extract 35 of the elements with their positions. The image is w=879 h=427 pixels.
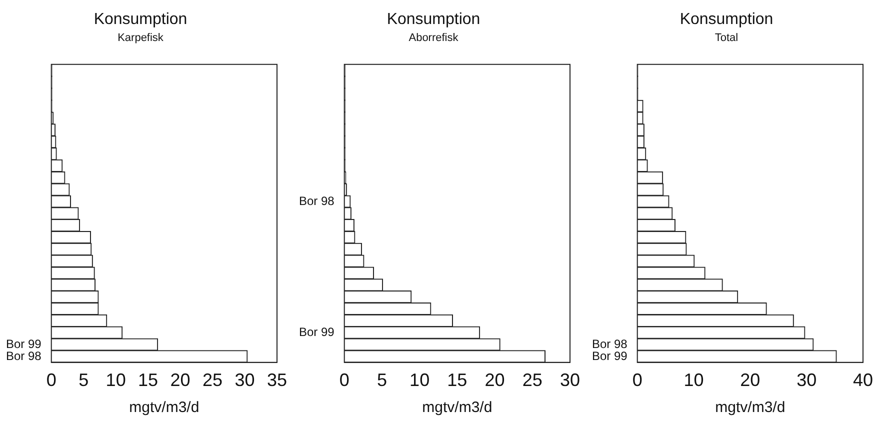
x-tick-label: 40 — [852, 370, 874, 390]
x-tick-label: 10 — [106, 370, 126, 390]
chart-subtitle: Karpefisk — [118, 32, 164, 44]
x-axis-title: mgtv/m3/d — [129, 399, 200, 416]
x-tick-label: 20 — [740, 370, 760, 390]
x-tick-label: 0 — [632, 370, 642, 390]
x-tick-label: 20 — [484, 370, 505, 390]
x-tick-label: 0 — [46, 370, 56, 390]
x-tick-label: 0 — [339, 370, 350, 390]
y-tick-label: Bor 98 — [6, 348, 42, 363]
x-tick-label: 30 — [560, 370, 580, 390]
chart-title: Konsumption — [386, 11, 480, 28]
x-tick-label: 20 — [170, 370, 190, 390]
x-tick-label: 15 — [447, 370, 468, 390]
chart-title: Konsumption — [94, 11, 188, 28]
x-tick-label: 30 — [234, 370, 255, 390]
x-tick-label: 25 — [202, 370, 223, 390]
chart-subtitle: Aborrefisk — [408, 32, 459, 44]
x-tick-label: 25 — [522, 370, 542, 390]
x-tick-label: 5 — [78, 370, 89, 390]
x-tick-label: 15 — [138, 370, 158, 390]
y-tick-label: Bor 98 — [298, 194, 335, 208]
x-tick-label: 35 — [266, 370, 288, 390]
y-tick-label: Bor 99 — [592, 348, 628, 363]
x-tick-label: 10 — [684, 370, 704, 390]
chart-title: Konsumption — [680, 11, 774, 28]
x-tick-label: 10 — [410, 370, 430, 390]
x-axis-title: mgtv/m3/d — [422, 399, 492, 416]
x-tick-label: 5 — [376, 370, 387, 390]
y-tick-label: Bor 98 — [592, 336, 628, 351]
x-tick-label: 30 — [796, 370, 817, 390]
chart-subtitle: Total — [714, 32, 738, 44]
y-tick-label: Bor 99 — [6, 336, 42, 351]
y-tick-label: Bor 99 — [298, 324, 335, 339]
x-axis-title: mgtv/m3/d — [715, 399, 786, 416]
